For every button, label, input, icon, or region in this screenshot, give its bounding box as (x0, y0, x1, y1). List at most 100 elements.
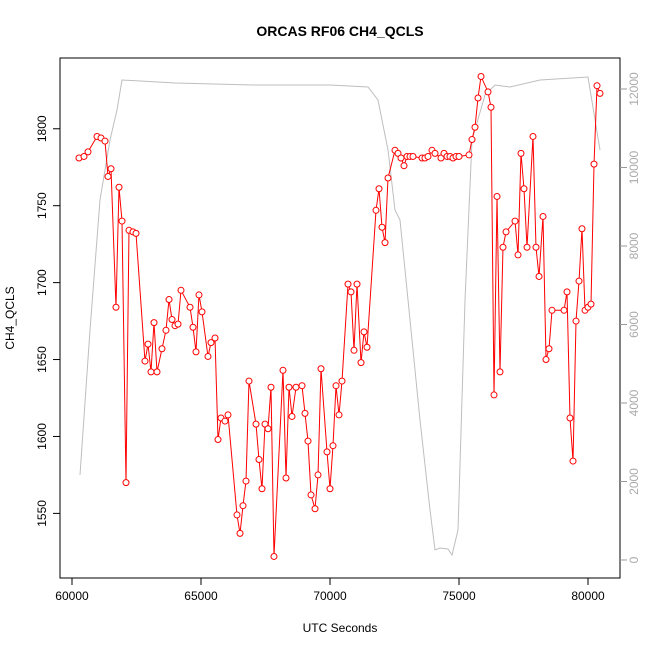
data-point (424, 152, 432, 160)
data-point (332, 382, 340, 390)
data-point (314, 471, 322, 479)
data-point (563, 288, 571, 296)
data-point (118, 217, 126, 225)
y2-tick-label: 6000 (627, 311, 641, 338)
data-point (465, 151, 473, 159)
data-point (132, 229, 140, 237)
data-point (311, 505, 319, 513)
data-point (338, 377, 346, 385)
data-point (347, 288, 355, 296)
data-point (384, 174, 392, 182)
x-tick-label: 80000 (571, 589, 605, 603)
data-point (195, 291, 203, 299)
data-point (150, 319, 158, 327)
data-point (207, 339, 215, 347)
data-point (221, 417, 229, 425)
data-point (493, 192, 501, 200)
data-point (357, 359, 365, 367)
data-point (258, 485, 266, 493)
data-point (270, 552, 278, 560)
data-point (189, 323, 197, 331)
data-point (267, 383, 275, 391)
data-point (107, 165, 115, 173)
y-tick-label: 1550 (35, 500, 49, 527)
data-point (153, 368, 161, 376)
data-point (279, 366, 287, 374)
data-point (323, 448, 331, 456)
data-point (186, 303, 194, 311)
y2-tick-label: 12000 (627, 72, 641, 106)
data-point (517, 149, 525, 157)
data-point (539, 212, 547, 220)
data-point (490, 391, 498, 399)
x-tick-label: 65000 (184, 589, 218, 603)
data-point (548, 306, 556, 314)
data-point (455, 152, 463, 160)
data-point (168, 316, 176, 324)
data-point (381, 239, 389, 247)
data-point (372, 206, 380, 214)
data-point (487, 103, 495, 111)
x-tick-label: 60000 (55, 589, 89, 603)
data-line (78, 74, 601, 557)
data-point (378, 223, 386, 231)
data-point (298, 382, 306, 390)
data-point (204, 352, 212, 360)
data-point (282, 474, 290, 482)
y2-tick-label: 10000 (627, 150, 641, 184)
y-tick-label: 1650 (35, 346, 49, 373)
y-tick-label: 1800 (35, 115, 49, 142)
y-tick-label: 1750 (35, 192, 49, 219)
data-point (115, 183, 123, 191)
data-point (285, 383, 293, 391)
data-point (112, 303, 120, 311)
data-point (353, 280, 361, 288)
data-point (326, 485, 334, 493)
data-point (431, 149, 439, 157)
data-point (532, 243, 540, 251)
data-point (335, 411, 343, 419)
data-point (329, 442, 337, 450)
data-point (104, 172, 112, 180)
data-point (596, 89, 604, 97)
data-point (499, 243, 507, 251)
data-point (593, 82, 601, 90)
data-point (545, 345, 553, 353)
data-point (535, 272, 543, 280)
x-tick-label: 75000 (442, 589, 476, 603)
data-point (375, 185, 383, 193)
data-point (245, 377, 253, 385)
data-point (317, 365, 325, 373)
data-point (141, 357, 149, 365)
data-point (360, 328, 368, 336)
data-point (363, 343, 371, 351)
data-point (162, 326, 170, 334)
data-point (307, 491, 315, 499)
data-point (211, 334, 219, 342)
data-point (192, 348, 200, 356)
y2-tick-label: 0 (627, 556, 641, 563)
y-axis-label: CH4_QCLS (3, 286, 17, 349)
data-point (502, 228, 510, 236)
data-point (575, 277, 583, 285)
x-axis-label: UTC Seconds (303, 621, 378, 635)
data-point (474, 94, 482, 102)
data-point (400, 162, 408, 170)
y-tick-label: 1700 (35, 269, 49, 296)
data-line (79, 76, 601, 557)
data-point (511, 217, 519, 225)
data-point (80, 152, 88, 160)
data-point (566, 414, 574, 422)
data-point (590, 160, 598, 168)
data-point (397, 154, 405, 162)
data-point (350, 346, 358, 354)
data-point (542, 356, 550, 364)
data-point (569, 457, 577, 465)
data-point (587, 300, 595, 308)
data-point (236, 529, 244, 537)
data-point (84, 148, 92, 156)
data-point (288, 412, 296, 420)
data-point (468, 136, 476, 144)
data-point (523, 243, 531, 251)
data-point (496, 368, 504, 376)
